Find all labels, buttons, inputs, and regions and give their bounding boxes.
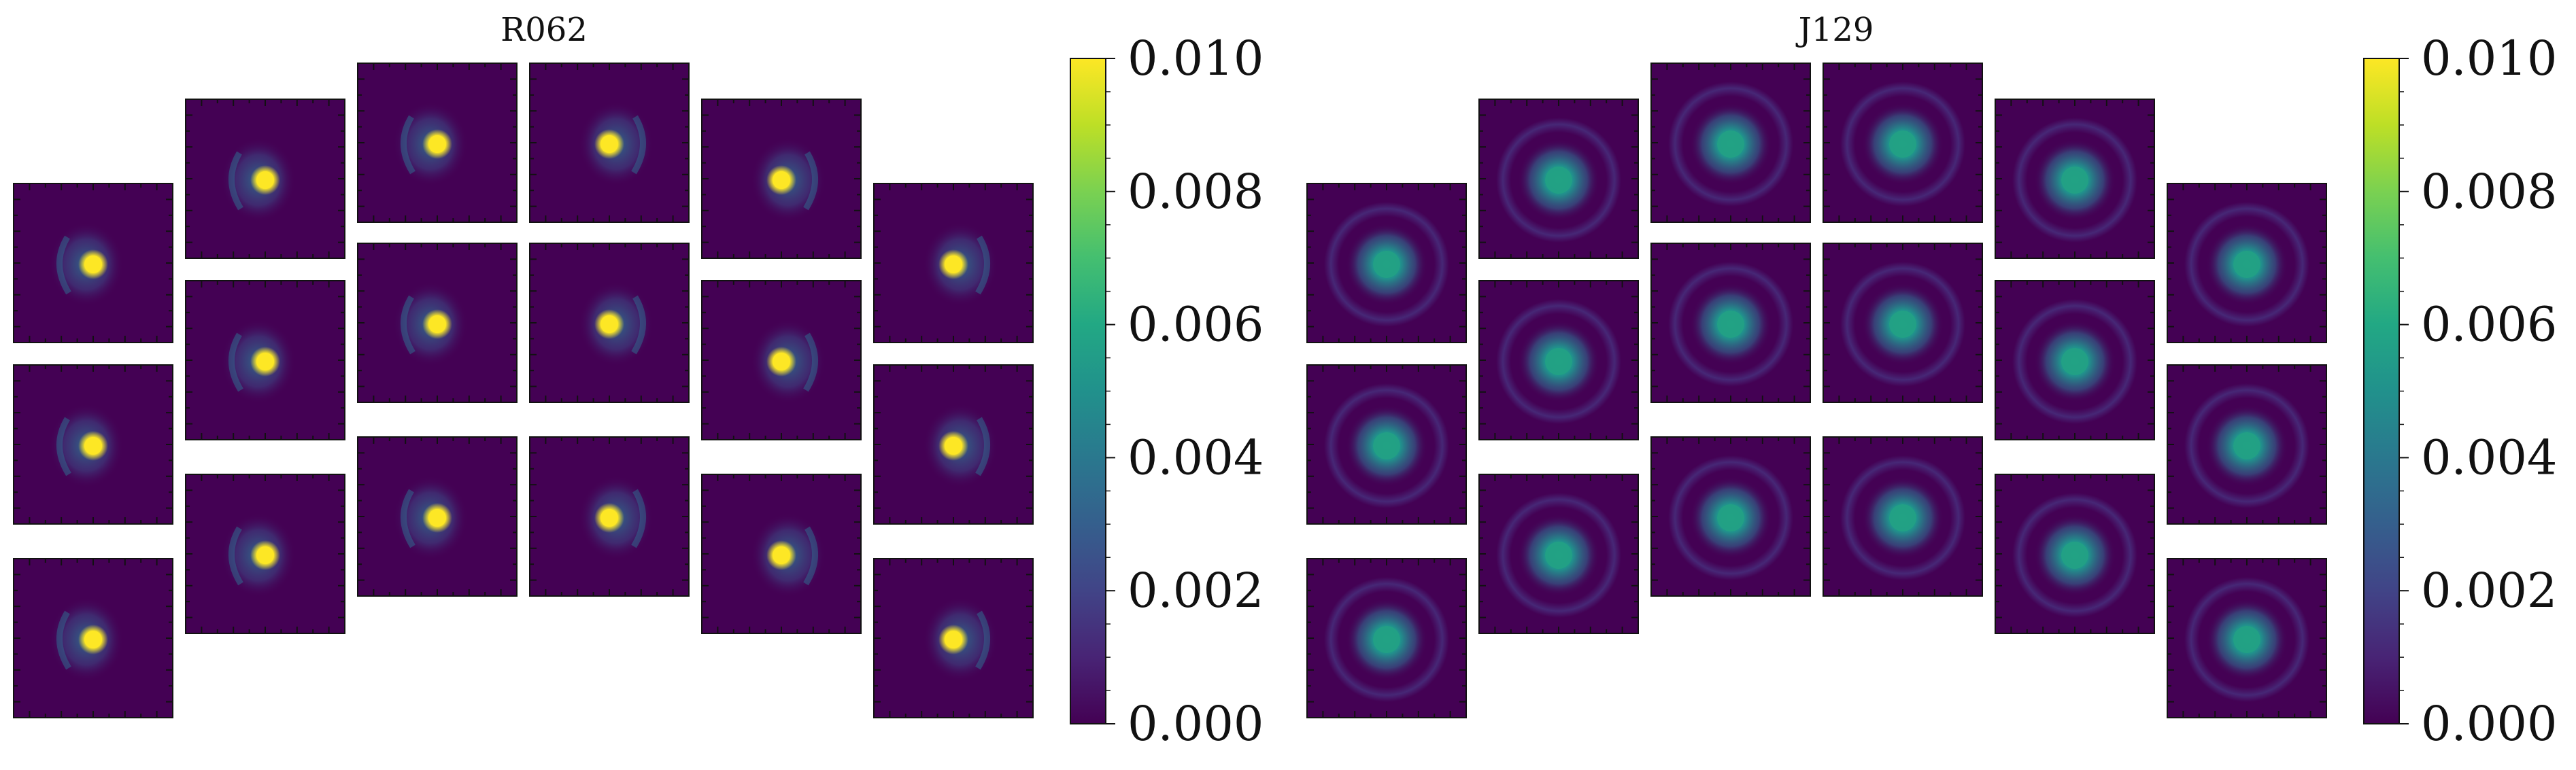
psf-stamp [873,558,1034,718]
psf-stamp [357,63,518,223]
psf-stamp [1823,63,1983,223]
colorbar: 0.000 0.002 0.004 0.006 0.008 0.010 [1070,31,1264,752]
psf-stamp [1995,99,2155,259]
psf-stamp [1995,280,2155,440]
psf-stamp [1478,474,1639,634]
psf-stamp [529,243,690,403]
psf-stamp [357,243,518,403]
psf-stamp [701,99,862,259]
panel-j129: J129 0.000 0.002 0.004 0.006 0.008 0.010 [1306,11,2557,752]
panel-title: J129 [1795,11,1874,49]
colorbar-tick-label: 0.002 [2421,563,2557,618]
psf-stamp [701,280,862,440]
psf-stamp [357,436,518,597]
psf-stamp [1650,243,1811,403]
colorbar-tick-label: 0.002 [1128,563,1264,618]
colorbar-tick-label: 0.000 [2421,696,2557,752]
psf-stamp [1478,99,1639,259]
psf-stamp [2167,183,2327,343]
psf-stamp [873,364,1034,525]
psf-stamp [1823,243,1983,403]
psf-stamp [1650,63,1811,223]
psf-stamp [1306,558,1467,718]
psf-stamp [13,364,173,525]
psf-stamp [701,474,862,634]
panel-title: R062 [501,11,588,49]
colorbar: 0.000 0.002 0.004 0.006 0.008 0.010 [2363,31,2557,752]
psf-stamp [185,99,345,259]
colorbar-tick-label: 0.008 [1128,164,1264,220]
colorbar-tick-label: 0.010 [1128,31,1264,86]
psf-stamp [529,436,690,597]
psf-stamp [1995,474,2155,634]
psf-stamp [1478,280,1639,440]
psf-stamp [1823,436,1983,597]
psf-stamp [529,63,690,223]
panel-r062: R062 0.000 0.002 0.004 0.006 0.008 0.010 [13,11,1264,752]
colorbar-tick-label: 0.000 [1128,696,1264,752]
colorbar-tick-label: 0.006 [2421,297,2557,353]
psf-stamp [13,558,173,718]
colorbar-tick-label: 0.004 [1128,430,1264,485]
colorbar-tick-label: 0.004 [2421,430,2557,485]
psf-stamp [2167,558,2327,718]
psf-stamp [873,183,1034,343]
psf-stamp [1650,436,1811,597]
psf-stamp [1306,364,1467,525]
psf-stamp [13,183,173,343]
colorbar-tick-label: 0.008 [2421,164,2557,220]
colorbar-tick-label: 0.010 [2421,31,2557,86]
psf-stamp [1306,183,1467,343]
psf-stamp [185,474,345,634]
colorbar-tick-label: 0.006 [1128,297,1264,353]
psf-stamp [2167,364,2327,525]
psf-stamp [185,280,345,440]
